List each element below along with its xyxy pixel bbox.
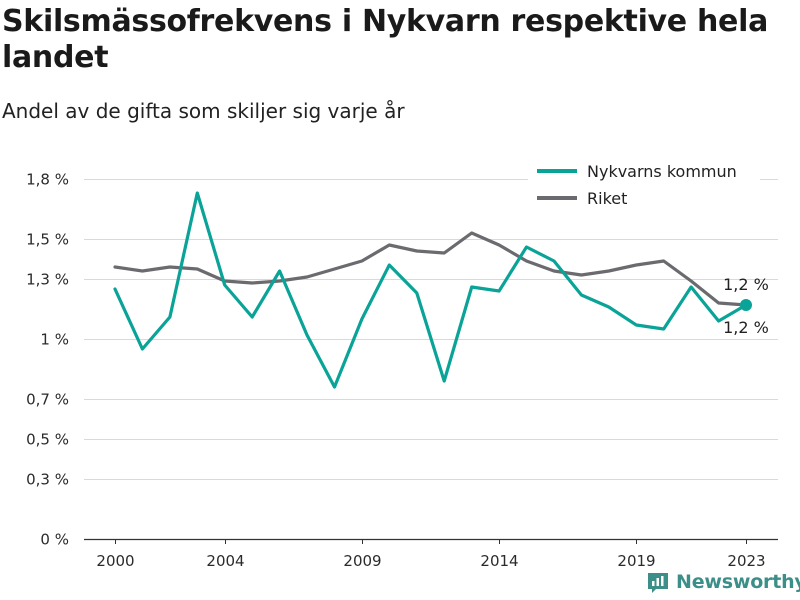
y-tick-label: 0 % — [40, 531, 69, 549]
legend-label-riket: Riket — [587, 189, 627, 208]
series-line-riket — [113, 231, 748, 307]
end-label-nykvarn: 1,2 % — [723, 318, 769, 337]
x-tick-label: 2009 — [343, 552, 381, 570]
end-point-marker-nykvarn — [740, 299, 752, 311]
y-tick-label: 0,5 % — [26, 431, 69, 449]
y-tick-label: 1 % — [40, 331, 69, 349]
y-tick-label: 0,3 % — [26, 471, 69, 489]
end-label-riket: 1,2 % — [723, 275, 769, 294]
legend-background — [528, 156, 760, 214]
x-tick-label: 2014 — [480, 552, 518, 570]
newsworthy-logo-text: Newsworthy — [676, 571, 800, 593]
y-tick-label: 1,8 % — [26, 171, 69, 189]
axis-layer: 0 % 0,3 % 0,5 % 0,7 % 1 % 1,3 % 1,5 % 1,8 % 2000… — [26, 171, 765, 571]
x-tick-label: 2000 — [96, 552, 134, 570]
x-tick-label: 2019 — [617, 552, 655, 570]
series-layer — [113, 191, 752, 389]
y-tick-label: 1,3 % — [26, 271, 69, 289]
x-tick-label: 2004 — [206, 552, 244, 570]
newsworthy-logo: Newsworthy — [646, 570, 800, 594]
chart-subtitle: Andel av de gifta som skiljer sig varje … — [2, 99, 405, 123]
chart-title: Skilsmässofrekvens i Nykvarn respektive … — [2, 4, 769, 75]
y-tick-label: 0,7 % — [26, 391, 69, 409]
legend: Nykvarns kommun Riket — [528, 156, 760, 214]
y-tick-label: 1,5 % — [26, 231, 69, 249]
legend-label-nykvarn: Nykvarns kommun — [587, 162, 737, 181]
newsworthy-logo-icon — [648, 573, 668, 593]
series-line-nykvarn — [113, 191, 748, 389]
x-tick-label: 2023 — [727, 552, 765, 570]
